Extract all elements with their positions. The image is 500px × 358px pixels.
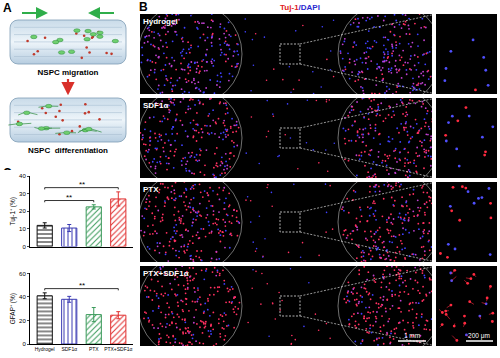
svg-text:1 mm: 1 mm bbox=[404, 332, 420, 339]
svg-text:PTX+SDF1α: PTX+SDF1α bbox=[104, 346, 132, 352]
svg-text:PTX: PTX bbox=[89, 346, 99, 352]
html-text:C: C bbox=[3, 166, 12, 180]
svg-text:200 μm: 200 μm bbox=[468, 332, 490, 340]
svg-text:PTX+SDF1α: PTX+SDF1α bbox=[143, 269, 189, 278]
svg-text:SDF1α: SDF1α bbox=[61, 346, 77, 352]
svg-text:40: 40 bbox=[19, 173, 26, 179]
svg-text:20: 20 bbox=[19, 208, 26, 214]
svg-text:60: 60 bbox=[19, 271, 26, 277]
svg-text:0: 0 bbox=[22, 341, 26, 347]
svg-text:10: 10 bbox=[19, 226, 26, 232]
svg-text:PTX: PTX bbox=[143, 185, 159, 194]
svg-text:20: 20 bbox=[19, 318, 26, 324]
svg-text:Hydrogel: Hydrogel bbox=[143, 17, 178, 26]
svg-text:**: ** bbox=[79, 281, 85, 290]
svg-text:Tuj-1⁺ (%): Tuj-1⁺ (%) bbox=[9, 197, 17, 225]
svg-text:NSPC differentiation: NSPC differentiation bbox=[28, 146, 108, 155]
svg-text:Hydrogel: Hydrogel bbox=[35, 346, 55, 352]
svg-text:NSPC migration: NSPC migration bbox=[38, 68, 99, 77]
svg-text:**: ** bbox=[79, 180, 85, 189]
svg-text:Tuj-1/DAPI: Tuj-1/DAPI bbox=[280, 3, 320, 12]
svg-text:0: 0 bbox=[22, 244, 26, 250]
svg-text:30: 30 bbox=[19, 191, 26, 197]
svg-text:SDF1α: SDF1α bbox=[143, 101, 168, 110]
svg-text:B: B bbox=[139, 0, 148, 14]
svg-text:40: 40 bbox=[19, 294, 26, 300]
svg-text:GFAP⁺ (%): GFAP⁺ (%) bbox=[9, 293, 17, 324]
svg-text:**: ** bbox=[66, 193, 72, 202]
svg-text:A: A bbox=[3, 1, 12, 15]
